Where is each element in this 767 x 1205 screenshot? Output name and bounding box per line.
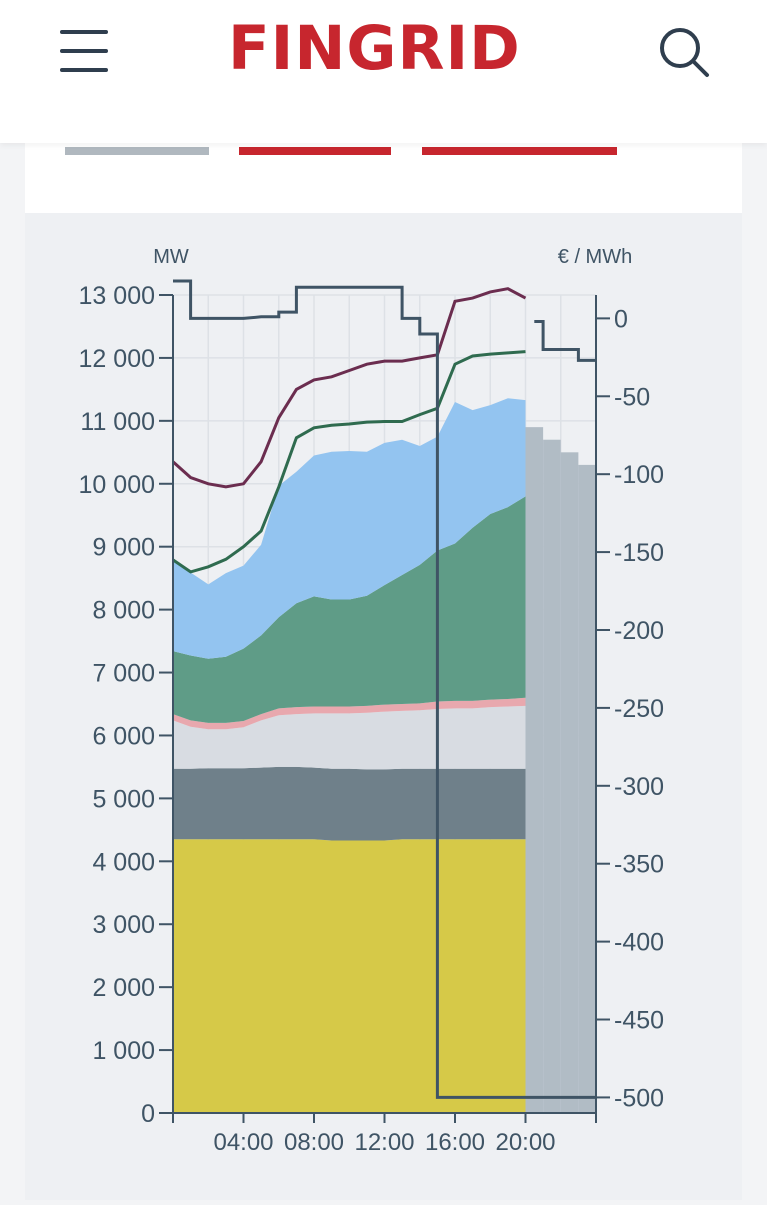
- right-tick-label: -250: [614, 695, 664, 723]
- left-tick-label: 8 000: [92, 597, 155, 625]
- search-icon[interactable]: [658, 26, 710, 78]
- left-tick-label: 11 000: [80, 408, 155, 436]
- forecast-bars: [525, 427, 596, 1114]
- consumption-line: [171, 287, 527, 489]
- series-lines: [171, 279, 596, 1099]
- left-tick-label: 10 000: [79, 471, 155, 499]
- right-tick-label: -450: [614, 1007, 664, 1035]
- hamburger-menu-icon[interactable]: [60, 30, 108, 74]
- left-tick-label: 7 000: [92, 660, 155, 688]
- stacked-area-2: [173, 766, 526, 841]
- right-tick-label: 0: [614, 305, 628, 333]
- forecast-price-line: [534, 320, 596, 362]
- left-tick-label: 6 000: [92, 722, 155, 750]
- forecast-bar: [543, 439, 561, 1113]
- x-tick-label: 04:00: [213, 1129, 273, 1156]
- site-header: FINGRID: [0, 0, 767, 143]
- right-tick-label: -50: [614, 383, 650, 411]
- x-tick-label: 08:00: [284, 1129, 344, 1156]
- tab-indicator-3[interactable]: [422, 147, 617, 155]
- left-tick-label: 5 000: [92, 785, 155, 813]
- chart-panel: 0 1 000 2 000 3 000 4 000 5 000 6 000 7 000 8 00…: [25, 213, 742, 1200]
- fingrid-logo[interactable]: FINGRID: [228, 13, 521, 84]
- forecast-bar: [525, 427, 544, 1114]
- axes: 0 1 000 2 000 3 000 4 000 5 000 6 000 7 000 8 00…: [79, 282, 665, 1156]
- forecast-bar: [560, 452, 579, 1113]
- left-tick-label: 1 000: [92, 1037, 155, 1065]
- x-tick-label: 16:00: [425, 1129, 485, 1156]
- left-tick-label: 13 000: [79, 282, 155, 310]
- right-tick-label: -300: [614, 773, 664, 801]
- tab-indicator-2[interactable]: [239, 147, 391, 155]
- left-tick-label: 0: [141, 1100, 155, 1128]
- left-tick-label: 2 000: [92, 974, 155, 1002]
- right-tick-label: -100: [614, 461, 664, 489]
- left-tick-label: 9 000: [92, 534, 155, 562]
- production-price-chart: 0 1 000 2 000 3 000 4 000 5 000 6 000 7 000 8 00…: [79, 246, 665, 1156]
- x-tick-label: 12:00: [354, 1129, 414, 1156]
- left-tick-label: 12 000: [79, 345, 155, 373]
- price-line: [173, 279, 596, 1099]
- right-axis-unit-label: € / MWh: [558, 246, 632, 268]
- right-tick-label: -500: [614, 1084, 664, 1112]
- right-tick-label: -400: [614, 929, 664, 957]
- left-tick-label: 4 000: [92, 848, 155, 876]
- right-tick-label: -350: [614, 851, 664, 879]
- right-tick-label: -150: [614, 539, 664, 567]
- left-axis-unit-label: MW: [153, 246, 189, 268]
- tab-indicator-1[interactable]: [65, 147, 209, 155]
- x-tick-label: 20:00: [495, 1129, 555, 1156]
- total-production-line: [172, 350, 526, 574]
- forecast-bar: [578, 464, 596, 1113]
- stacked-area-1: [173, 839, 526, 1113]
- left-tick-label: 3 000: [92, 911, 155, 939]
- chart-card-top: [25, 143, 742, 213]
- right-tick-label: -200: [614, 617, 664, 645]
